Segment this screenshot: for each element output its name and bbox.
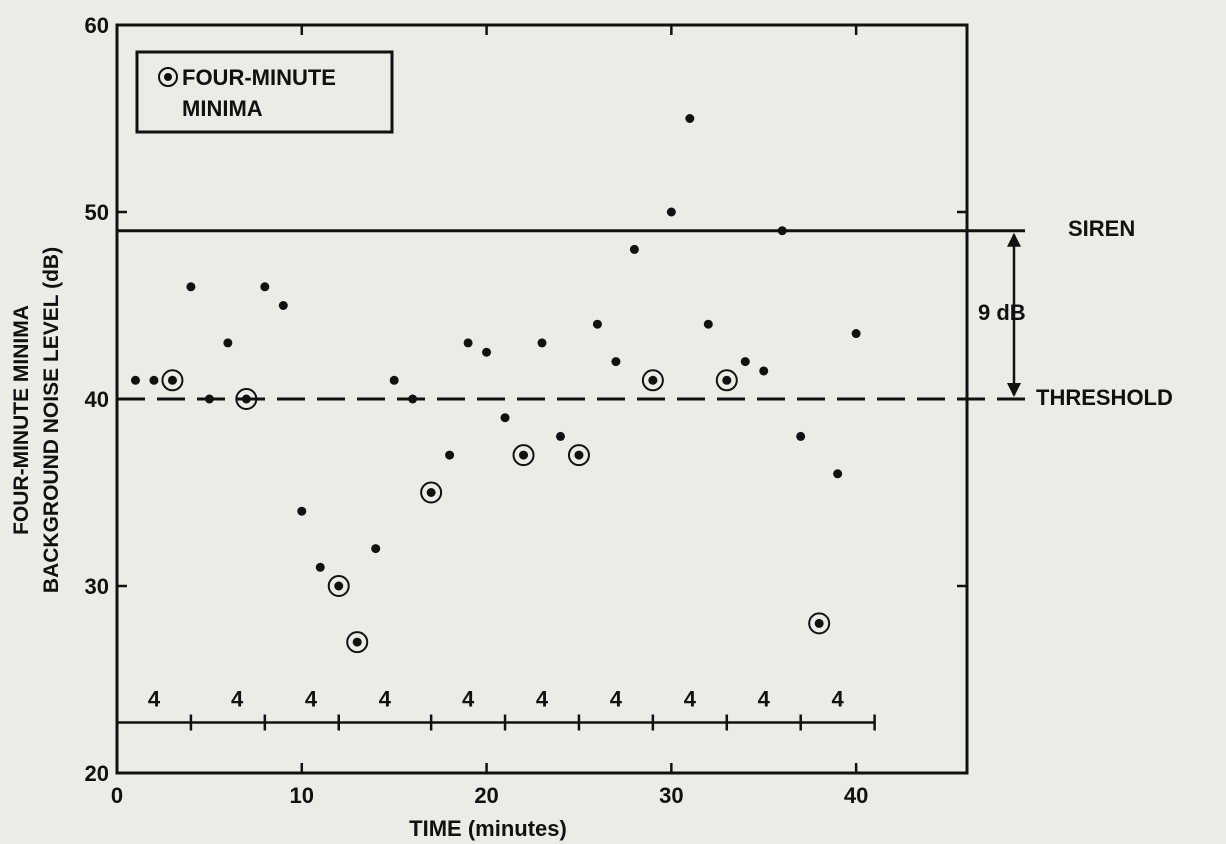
x-tick-label: 40 (844, 783, 868, 808)
minima-point (512, 444, 535, 467)
minima-ring (567, 444, 590, 467)
legend-box (135, 50, 394, 134)
interval-label: 4 (462, 687, 475, 712)
data-point (796, 431, 806, 441)
y-axis-label-line1: FOUR-MINUTE MINIMA (10, 305, 33, 535)
data-point (611, 357, 621, 367)
minima-ring (235, 388, 258, 410)
legend-label-line1: FOUR-MINUTE (182, 65, 336, 90)
data-point (297, 506, 307, 516)
data-point (463, 338, 473, 348)
interval-bar: 4 4 4 4 4 4 4 4 4 4 (115, 687, 876, 731)
data-points (130, 114, 861, 654)
minima-ring (327, 575, 350, 597)
x-tick-label: 20 (474, 783, 498, 808)
minima-point (327, 575, 350, 597)
minima-ring (420, 481, 443, 504)
interval-label: 4 (684, 687, 697, 712)
minima-point (161, 369, 184, 392)
x-tick-label: 0 (111, 783, 123, 808)
data-point (223, 338, 233, 348)
data-point (759, 366, 769, 376)
data-point (666, 207, 676, 217)
interval-label: 4 (536, 687, 549, 712)
data-point (629, 244, 639, 254)
minima-ring (346, 631, 369, 654)
minima-ring (512, 444, 535, 467)
x-tick-label: 30 (659, 783, 683, 808)
data-point (260, 282, 270, 292)
y-tick-label: 40 (85, 387, 109, 412)
y-axis-label-line2: BACKGROUND NOISE LEVEL (dB) (40, 247, 63, 593)
siren-label: SIREN (1068, 216, 1135, 241)
minima-dot (574, 450, 584, 460)
data-point (685, 114, 695, 123)
span-arrow-up-icon (1007, 232, 1021, 247)
data-point (408, 394, 418, 404)
minima-dot (167, 375, 177, 385)
minima-point (420, 481, 443, 504)
minima-point (641, 369, 664, 392)
data-point (130, 375, 140, 385)
interval-label: 4 (832, 687, 845, 712)
reference-lines (117, 229, 1025, 401)
data-point (482, 347, 492, 357)
data-point (278, 301, 288, 310)
minima-ring (641, 369, 664, 392)
data-point (777, 226, 787, 236)
threshold-label: THRESHOLD (1036, 385, 1173, 410)
minima-dot (426, 488, 436, 497)
legend-marker-icon (158, 67, 178, 87)
minima-point (235, 388, 258, 410)
data-point (389, 375, 399, 385)
minima-point (715, 369, 738, 392)
interval-label: 4 (379, 687, 392, 712)
data-point (149, 375, 159, 385)
minima-dot (722, 375, 732, 385)
data-point (371, 544, 381, 554)
y-axis-label-group: FOUR-MINUTE MINIMA BACKGROUND NOISE LEVE… (10, 247, 63, 593)
data-point (833, 469, 843, 479)
data-point (703, 319, 713, 329)
data-point (851, 329, 861, 339)
minima-dot (241, 394, 251, 404)
data-point (445, 450, 455, 460)
minima-dot (814, 618, 824, 628)
minima-point (567, 444, 590, 467)
interval-label: 4 (610, 687, 623, 712)
minima-point (346, 631, 369, 654)
minima-ring (715, 369, 738, 392)
data-point (592, 319, 602, 329)
data-point (204, 394, 214, 404)
minima-ring (808, 612, 831, 635)
minima-ring (161, 369, 184, 392)
data-point (186, 282, 196, 292)
span-arrow-down-icon (1007, 383, 1021, 397)
interval-label: 4 (148, 687, 161, 712)
data-point (315, 562, 325, 572)
x-tick-label: 10 (290, 783, 314, 808)
y-tick-label: 50 (85, 200, 109, 225)
minima-dot (519, 450, 529, 460)
data-point (500, 413, 510, 423)
legend: FOUR-MINUTE MINIMA (135, 50, 394, 134)
minima-dot (648, 375, 658, 385)
x-axis-label: TIME (minutes) (409, 816, 567, 841)
y-tick-label: 30 (85, 574, 109, 599)
minima-dot (334, 581, 344, 591)
y-tick-label: 20 (85, 761, 109, 786)
y-tick-label: 60 (85, 13, 109, 38)
interval-label: 4 (305, 687, 318, 712)
interval-label: 4 (758, 687, 771, 712)
data-point (740, 357, 750, 367)
data-point (537, 338, 547, 348)
data-point (555, 431, 565, 441)
axis-ticks: 0 10 20 30 40 20 30 40 50 60 (85, 13, 967, 808)
interval-label: 4 (231, 687, 244, 712)
minima-point (808, 612, 831, 635)
minima-dot (352, 637, 362, 647)
legend-label-line2: MINIMA (182, 96, 263, 121)
span-label: 9 dB (978, 300, 1026, 325)
